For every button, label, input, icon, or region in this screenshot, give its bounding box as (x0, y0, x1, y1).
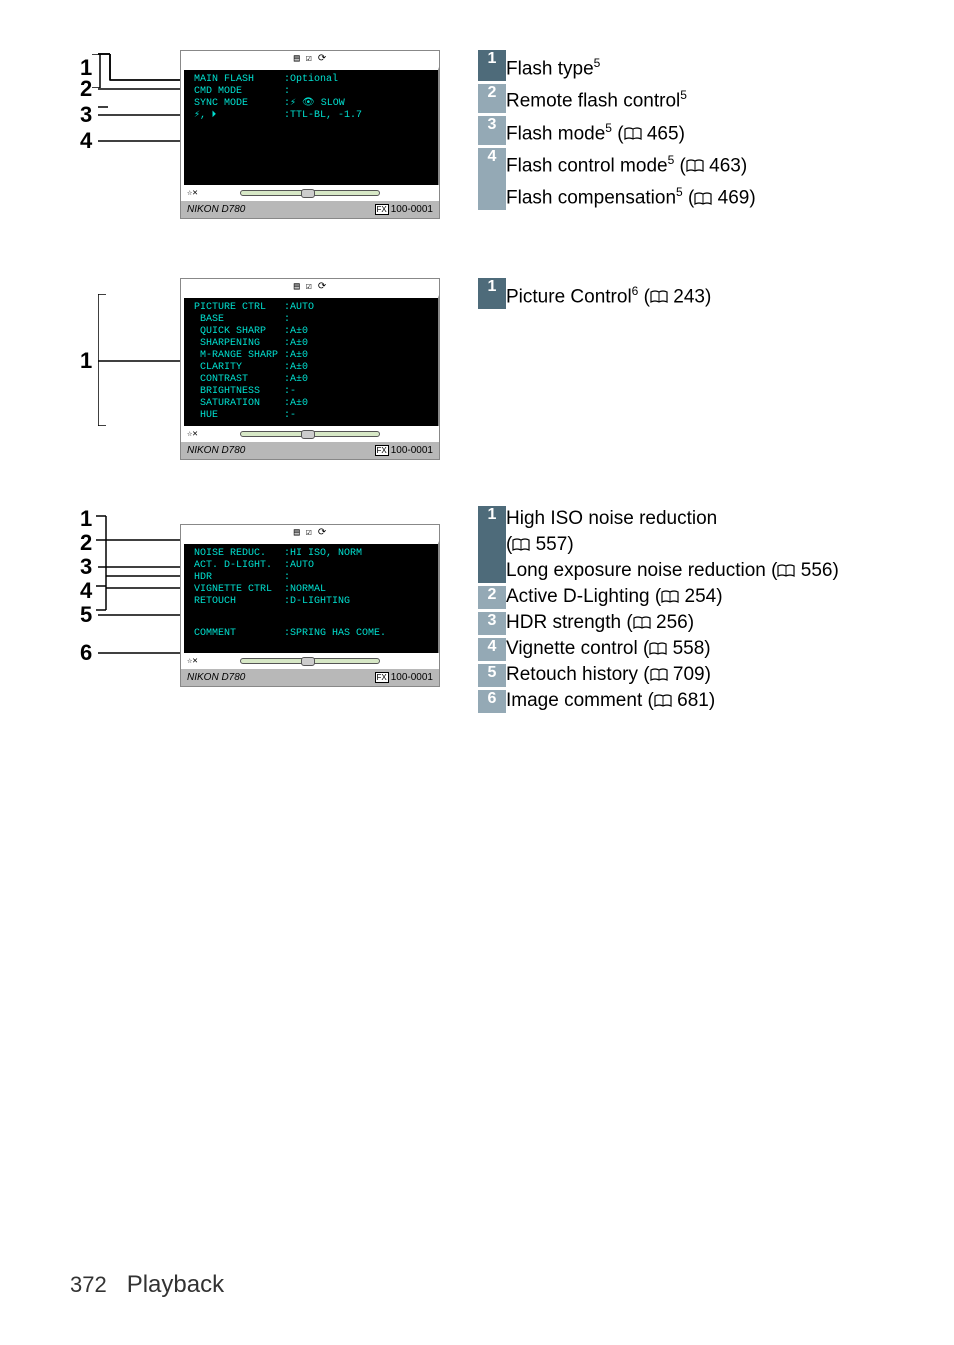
lcd-strip: ☆✕ (181, 426, 439, 442)
lcd-footer: NIKON D780 FX100-0001 (181, 201, 439, 218)
lcd-top-icons: ▤ ☑ ⟳ (181, 51, 439, 67)
section-flash: 1 2 3 4 (80, 50, 894, 250)
lcd-screen-picture-control: ▤ ☑ ⟳ PICTURE CTRL:AUTO BASE: QUICK SHAR… (180, 278, 440, 460)
book-icon (694, 192, 712, 206)
legend-table: 1 Flash type5 2 Remote flash control5 3 … (478, 50, 756, 213)
legend-number: 6 (478, 688, 506, 714)
rating-icon: ☆✕ (187, 188, 198, 198)
legend-text: Image comment ( 681) (506, 688, 839, 714)
lcd-strip: ☆✕ (181, 653, 439, 669)
lcd-body: PICTURE CTRL:AUTO BASE: QUICK SHARP:A±0 … (181, 295, 439, 426)
lcd-top-icons: ▤ ☑ ⟳ (181, 525, 439, 541)
page-footer: 372 Playback (70, 1271, 224, 1299)
legend-row: 1 Flash type5 (478, 50, 756, 82)
left-column: 1 2 3 4 5 6 (80, 506, 470, 726)
lcd-screen-flash: ▤ ☑ ⟳ MAIN FLASH:Optional CMD MODE: SYNC… (180, 50, 440, 219)
legend-row: 3 Flash mode5 ( 465) (478, 115, 756, 147)
legend-row: 4 Flash control mode5 ( 463) Flash compe… (478, 147, 756, 212)
frame-number: FX100-0001 (375, 672, 434, 683)
legend-row: 4 Vignette control ( 558) (478, 636, 839, 662)
book-icon (650, 290, 668, 304)
pointer-1: 1 (80, 348, 190, 374)
book-icon (777, 564, 795, 578)
scroll-indicator (240, 431, 380, 437)
legend-text: Flash type5 (506, 50, 756, 82)
legend-text: Retouch history ( 709) (506, 662, 839, 688)
lcd-screen-noise: ▤ ☑ ⟳ NOISE REDUC.:HI ISO, NORM ACT. D-L… (180, 524, 440, 687)
legend-row: 1 Picture Control6 ( 243) (478, 278, 711, 310)
book-icon (686, 159, 704, 173)
legend-number: 4 (478, 636, 506, 662)
legend-number: 4 (478, 147, 506, 212)
pointer-4: 4 (80, 128, 190, 154)
scroll-indicator (240, 658, 380, 664)
legend-row: 2 Remote flash control5 (478, 82, 756, 114)
lcd-strip: ☆✕ (181, 185, 439, 201)
legend-picture-control: 1 Picture Control6 ( 243) (470, 278, 894, 312)
legend-number: 1 (478, 278, 506, 310)
legend-row: 3 HDR strength ( 256) (478, 610, 839, 636)
legend-text: Picture Control6 ( 243) (506, 278, 711, 310)
book-icon (633, 616, 651, 630)
legend-number: 3 (478, 610, 506, 636)
lcd-top-icons: ▤ ☑ ⟳ (181, 279, 439, 295)
camera-model: NIKON D780 (187, 672, 245, 683)
legend-noise: 1 High ISO noise reduction( 557) Long ex… (470, 506, 894, 716)
lcd-body: MAIN FLASH:Optional CMD MODE: SYNC MODE:… (181, 67, 439, 185)
legend-text: Remote flash control5 (506, 82, 756, 114)
legend-number: 2 (478, 584, 506, 610)
book-icon (512, 538, 530, 552)
book-icon (624, 127, 642, 141)
chapter-title: Playback (127, 1271, 224, 1299)
pointer-3: 3 (80, 102, 190, 128)
pointer-column: 1 (80, 278, 180, 478)
camera-model: NIKON D780 (187, 204, 245, 215)
frame-number: FX100-0001 (375, 204, 434, 215)
legend-table: 1 High ISO noise reduction( 557) Long ex… (478, 506, 839, 716)
pointer-column: 1 2 3 4 5 6 (80, 506, 180, 726)
legend-text: High ISO noise reduction( 557) Long expo… (506, 506, 839, 584)
rating-icon: ☆✕ (187, 429, 198, 439)
legend-table: 1 Picture Control6 ( 243) (478, 278, 711, 312)
book-icon (649, 642, 667, 656)
legend-number: 1 (478, 506, 506, 584)
legend-number: 1 (478, 50, 506, 82)
camera-model: NIKON D780 (187, 445, 245, 456)
left-column: 1 2 3 4 (80, 50, 470, 250)
legend-text: Flash mode5 ( 465) (506, 115, 756, 147)
legend-number: 3 (478, 115, 506, 147)
legend-row: 6 Image comment ( 681) (478, 688, 839, 714)
legend-text: Flash control mode5 ( 463) Flash compens… (506, 147, 756, 212)
rating-icon: ☆✕ (187, 656, 198, 666)
lcd-body: NOISE REDUC.:HI ISO, NORM ACT. D-LIGHT.:… (181, 541, 439, 653)
lcd-footer: NIKON D780 FX100-0001 (181, 442, 439, 459)
section-noise-reduction: 1 2 3 4 5 6 (80, 506, 894, 726)
legend-text: Vignette control ( 558) (506, 636, 839, 662)
book-icon (654, 694, 672, 708)
legend-flash: 1 Flash type5 2 Remote flash control5 3 … (470, 50, 894, 213)
lcd-footer: NIKON D780 FX100-0001 (181, 669, 439, 686)
pointer-column: 1 2 3 4 (80, 50, 180, 250)
pointer-6: 6 (80, 640, 190, 666)
page-number: 372 (70, 1272, 107, 1298)
left-column: 1 ▤ ☑ ⟳ PICTURE CTRL:AUTO BASE: QUICK SH… (80, 278, 470, 478)
section-picture-control: 1 ▤ ☑ ⟳ PICTURE CTRL:AUTO BASE: QUICK SH… (80, 278, 894, 478)
frame-number: FX100-0001 (375, 445, 434, 456)
book-icon (661, 590, 679, 604)
legend-row: 5 Retouch history ( 709) (478, 662, 839, 688)
legend-number: 2 (478, 82, 506, 114)
legend-number: 5 (478, 662, 506, 688)
legend-text: Active D-Lighting ( 254) (506, 584, 839, 610)
legend-row: 2 Active D-Lighting ( 254) (478, 584, 839, 610)
book-icon (650, 668, 668, 682)
legend-row: 1 High ISO noise reduction( 557) Long ex… (478, 506, 839, 584)
legend-text: HDR strength ( 256) (506, 610, 839, 636)
scroll-indicator (240, 190, 380, 196)
